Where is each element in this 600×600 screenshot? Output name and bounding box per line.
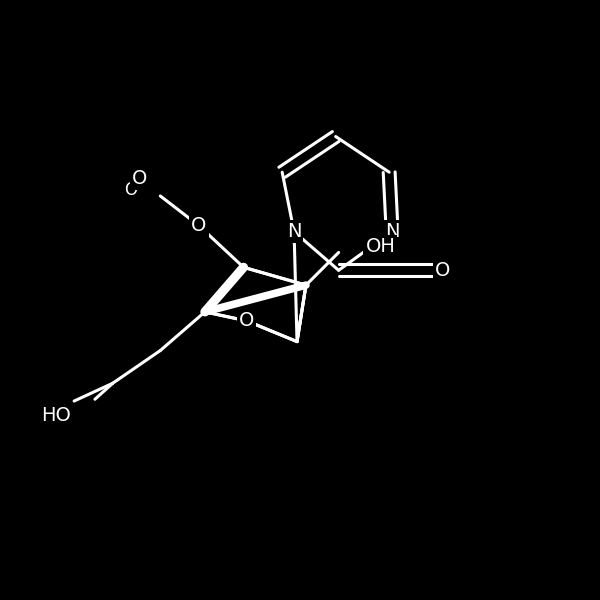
Text: O: O — [239, 311, 254, 331]
Text: N: N — [287, 222, 301, 241]
Text: OH: OH — [365, 237, 395, 256]
Text: O: O — [124, 181, 137, 199]
Text: N: N — [385, 222, 400, 241]
Text: O: O — [191, 216, 206, 235]
Text: O: O — [435, 261, 451, 280]
Text: HO: HO — [41, 406, 71, 425]
Text: O: O — [132, 169, 147, 188]
